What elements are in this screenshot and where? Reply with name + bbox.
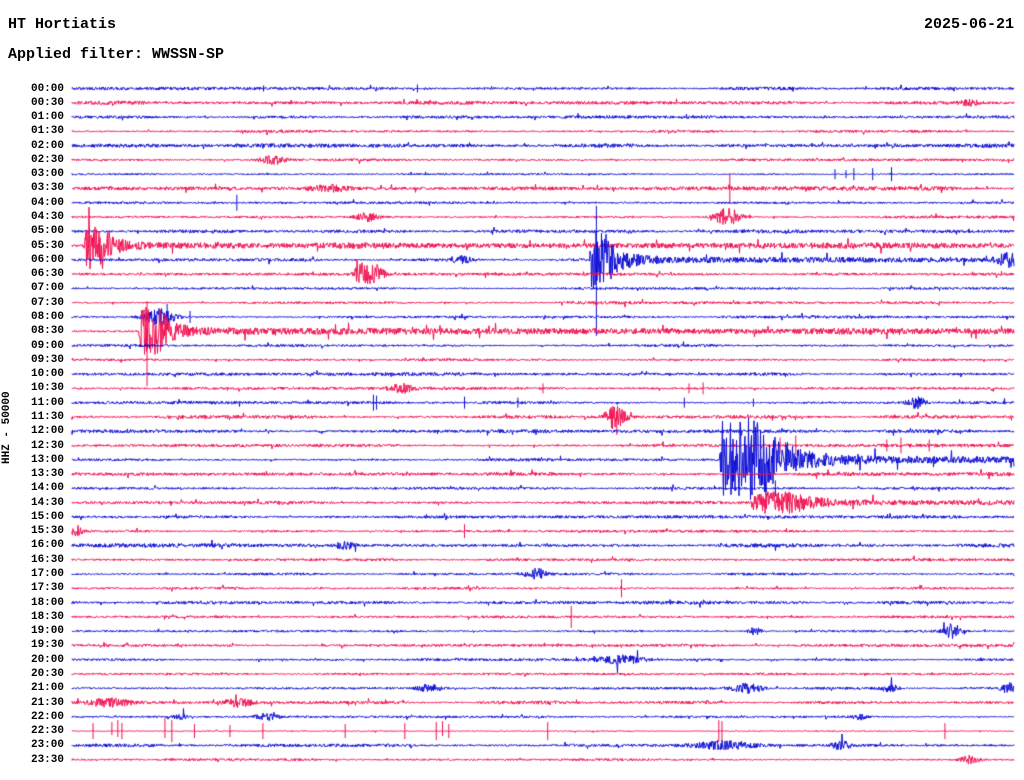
time-label-14:30: 14:30 — [30, 496, 64, 509]
time-label-11:00: 11:00 — [30, 396, 64, 409]
time-label-17:30: 17:30 — [30, 582, 64, 595]
time-label-11:30: 11:30 — [30, 410, 64, 423]
time-label-02:00: 02:00 — [30, 139, 64, 152]
time-label-18:00: 18:00 — [30, 596, 64, 609]
time-label-09:00: 09:00 — [30, 339, 64, 352]
time-label-12:00: 12:00 — [30, 425, 64, 438]
time-label-04:00: 04:00 — [30, 196, 64, 209]
time-label-08:00: 08:00 — [30, 310, 64, 323]
time-label-23:30: 23:30 — [30, 753, 64, 766]
time-label-08:30: 08:30 — [30, 325, 64, 338]
time-label-07:00: 07:00 — [30, 282, 64, 295]
time-label-05:30: 05:30 — [30, 239, 64, 252]
time-label-17:00: 17:00 — [30, 568, 64, 581]
time-label-22:30: 22:30 — [30, 725, 64, 738]
time-label-16:30: 16:30 — [30, 553, 64, 566]
time-label-19:00: 19:00 — [30, 625, 64, 638]
time-label-18:30: 18:30 — [30, 610, 64, 623]
time-label-14:00: 14:00 — [30, 482, 64, 495]
time-label-05:00: 05:00 — [30, 225, 64, 238]
time-label-12:30: 12:30 — [30, 439, 64, 452]
time-label-21:00: 21:00 — [30, 682, 64, 695]
time-label-03:30: 03:30 — [30, 182, 64, 195]
time-label-00:30: 00:30 — [30, 96, 64, 109]
time-label-06:00: 06:00 — [30, 253, 64, 266]
time-label-09:30: 09:30 — [30, 353, 64, 366]
time-label-02:30: 02:30 — [30, 153, 64, 166]
time-label-20:30: 20:30 — [30, 667, 64, 680]
time-label-10:30: 10:30 — [30, 382, 64, 395]
time-label-07:30: 07:30 — [30, 296, 64, 309]
time-label-19:30: 19:30 — [30, 639, 64, 652]
time-label-21:30: 21:30 — [30, 696, 64, 709]
time-label-04:30: 04:30 — [30, 211, 64, 224]
time-label-10:00: 10:00 — [30, 368, 64, 381]
time-label-06:30: 06:30 — [30, 268, 64, 281]
time-label-23:00: 23:00 — [30, 739, 64, 752]
time-label-13:00: 13:00 — [30, 453, 64, 466]
time-label-20:00: 20:00 — [30, 653, 64, 666]
time-label-00:00: 00:00 — [30, 82, 64, 95]
time-label-16:00: 16:00 — [30, 539, 64, 552]
time-label-13:30: 13:30 — [30, 468, 64, 481]
time-label-01:00: 01:00 — [30, 111, 64, 124]
time-label-15:00: 15:00 — [30, 510, 64, 523]
time-label-01:30: 01:30 — [30, 125, 64, 138]
time-label-15:30: 15:30 — [30, 525, 64, 538]
time-label-03:00: 03:00 — [30, 168, 64, 181]
time-label-22:00: 22:00 — [30, 710, 64, 723]
